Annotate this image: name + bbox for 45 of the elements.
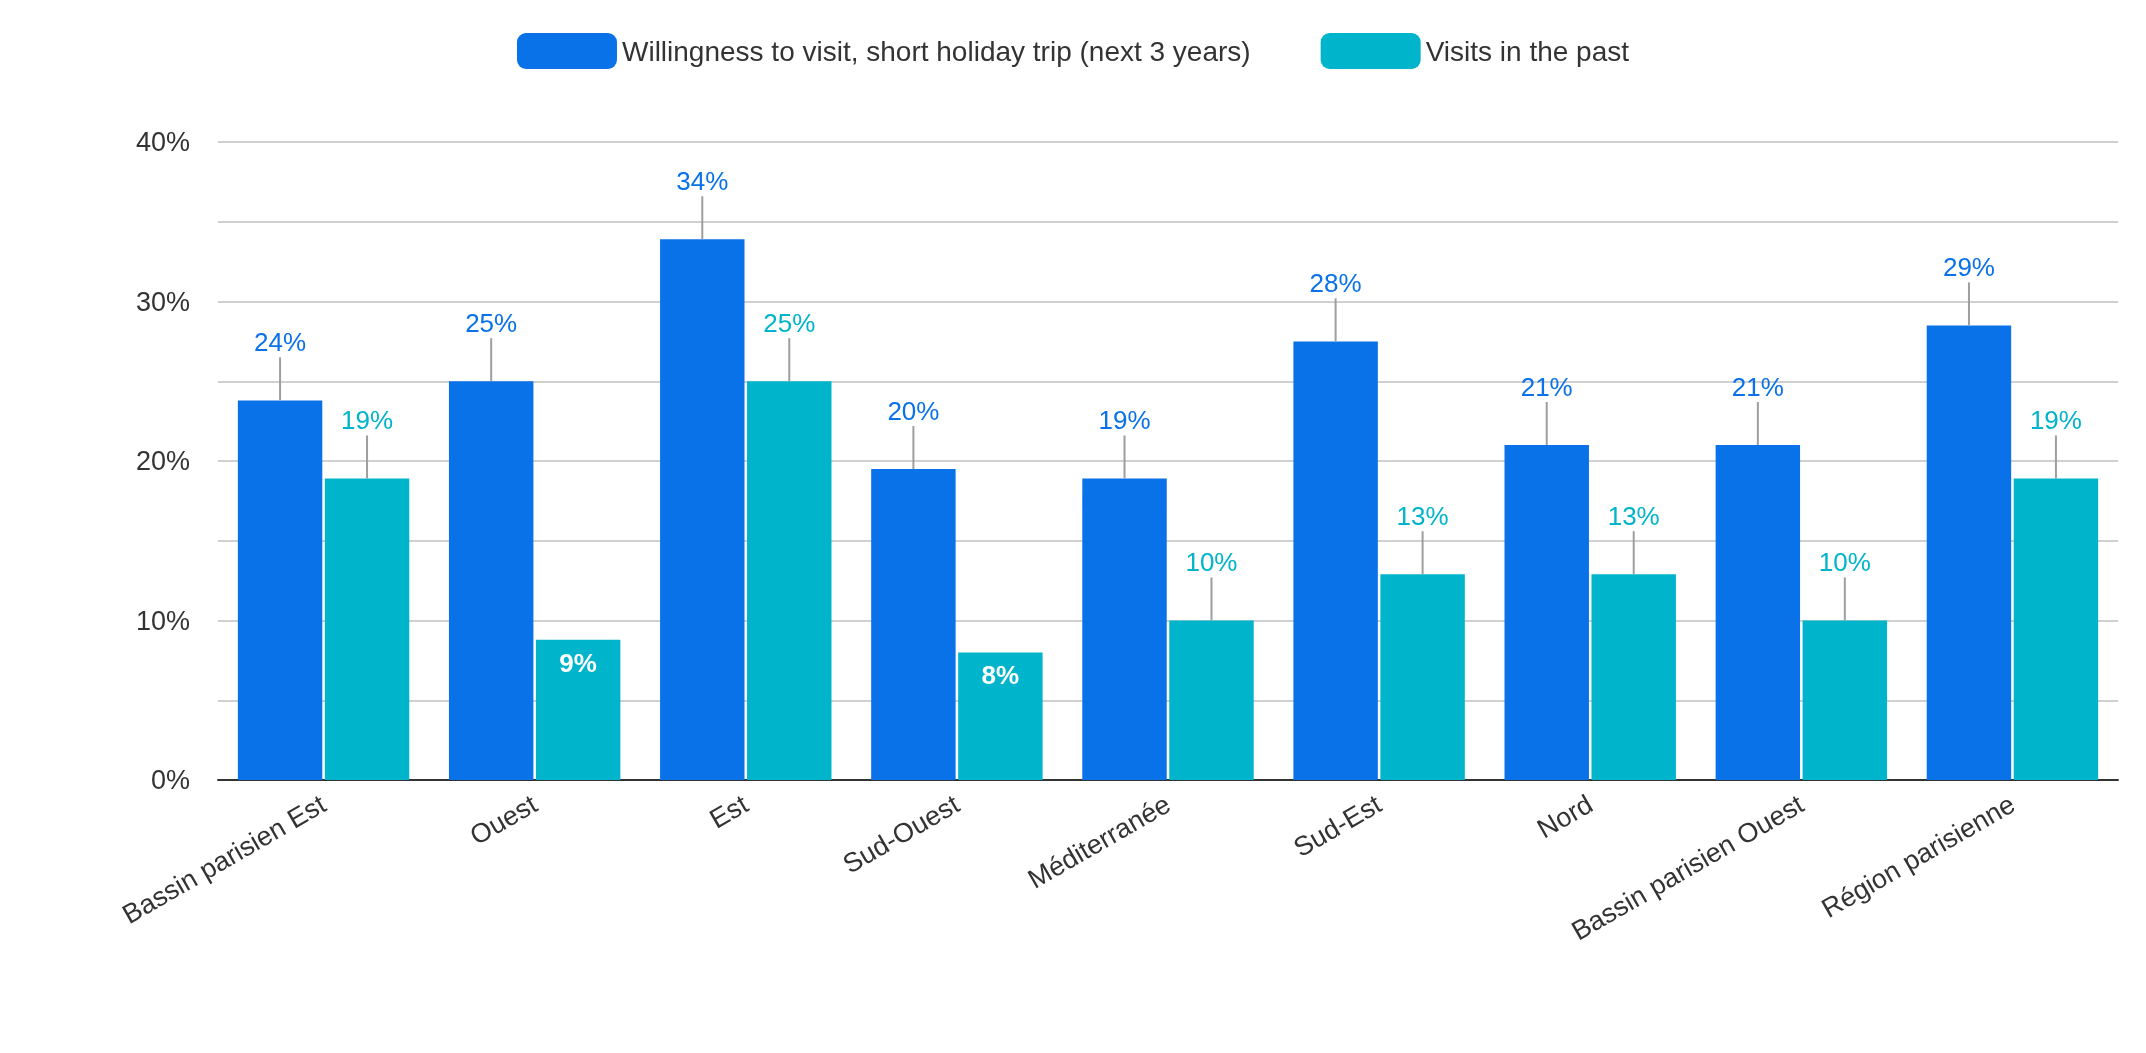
- data-label: 8%: [981, 660, 1020, 691]
- bar: [1715, 445, 1801, 780]
- bar: [1504, 445, 1589, 780]
- data-label: 19%: [341, 405, 394, 436]
- data-label: 13%: [1396, 501, 1449, 532]
- data-label: 24%: [254, 327, 307, 358]
- y-tick-label: 30%: [135, 286, 190, 317]
- data-label: 13%: [1607, 501, 1660, 532]
- data-label: 10%: [1185, 547, 1238, 578]
- legend-label: Visits in the past: [1425, 35, 1630, 67]
- bar: [1169, 620, 1254, 780]
- data-label: 25%: [763, 308, 816, 339]
- bar: [871, 468, 956, 780]
- data-label: 25%: [465, 308, 518, 339]
- legend-label: Willingness to visit, short holiday trip (next 3 years): [621, 35, 1251, 67]
- bar: [1293, 341, 1378, 780]
- y-tick-label: 0%: [150, 765, 190, 795]
- bar: [448, 381, 534, 780]
- bar: [1591, 574, 1676, 780]
- bar: [1380, 574, 1465, 780]
- data-label: 20%: [887, 395, 940, 426]
- data-label: 28%: [1309, 268, 1362, 299]
- bar: [660, 239, 745, 780]
- y-tick-label: 40%: [135, 127, 190, 157]
- bar: [237, 400, 323, 780]
- data-label: 21%: [1731, 371, 1784, 402]
- bar: [958, 652, 1043, 780]
- x-tick-label: Nord: [1532, 789, 1598, 845]
- y-tick-label: 10%: [135, 605, 190, 636]
- data-label: 21%: [1520, 371, 1573, 402]
- bar: [535, 639, 621, 780]
- bar: [2013, 478, 2099, 780]
- y-tick-label: 20%: [135, 446, 190, 476]
- bar: [1926, 325, 2012, 780]
- data-label: 29%: [1942, 252, 1995, 283]
- data-label: 34%: [676, 166, 729, 197]
- x-tick-label: Est: [704, 788, 754, 835]
- bar: [1082, 478, 1167, 780]
- bar: [1802, 620, 1888, 780]
- data-label: 19%: [2029, 405, 2082, 436]
- data-label: 19%: [1098, 405, 1151, 436]
- bar: [747, 381, 832, 780]
- bar: [324, 478, 410, 780]
- data-label: 10%: [1818, 547, 1871, 578]
- data-label: 9%: [559, 647, 597, 678]
